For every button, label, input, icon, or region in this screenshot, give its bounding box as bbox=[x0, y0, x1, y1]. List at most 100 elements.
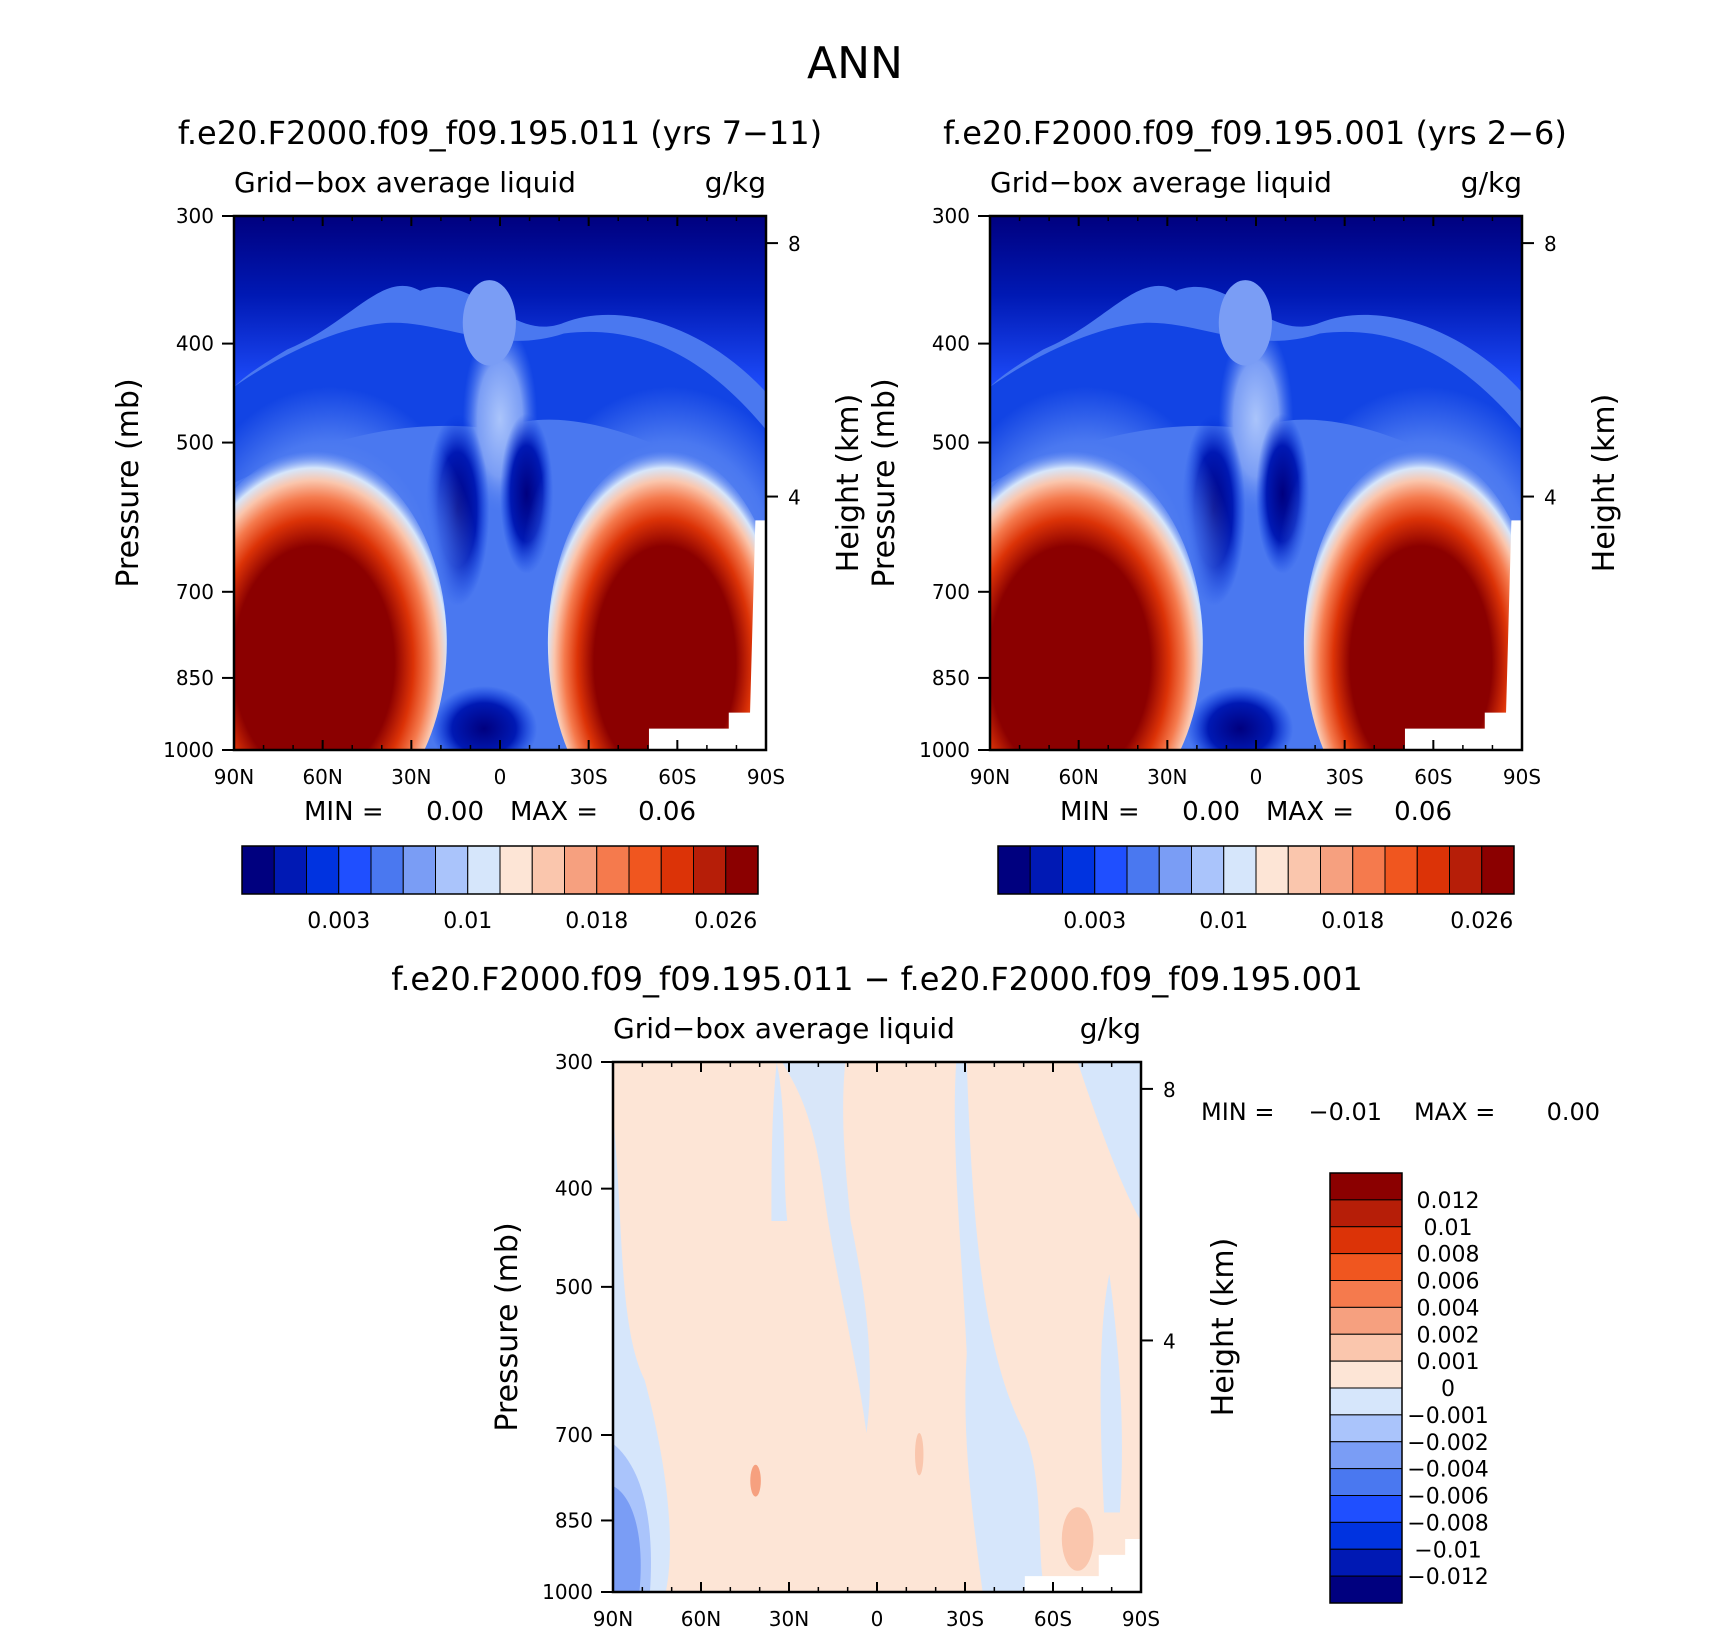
x-tick-label: 90S bbox=[1122, 1607, 1160, 1631]
colorbar-swatch bbox=[628, 845, 662, 895]
panel-1: f.e20.F2000.f09_f09.195.011 (yrs 7−11) Gr… bbox=[111, 114, 866, 934]
max-value: 0.06 bbox=[1394, 797, 1452, 827]
field-dark-bottom bbox=[430, 685, 538, 750]
colorbar-swatch bbox=[435, 845, 469, 895]
panel-field bbox=[611, 1060, 1143, 1594]
colorbar-swatch bbox=[1329, 1441, 1403, 1470]
y-tick-label: 500 bbox=[932, 431, 970, 455]
y-tick-label: 400 bbox=[176, 332, 214, 356]
colorbar-swatch bbox=[596, 845, 630, 895]
colorbar-swatch bbox=[1329, 1414, 1403, 1443]
colorbar-frame bbox=[997, 845, 1515, 895]
colorbar-label: −0.002 bbox=[1407, 1431, 1488, 1456]
max-value: 0.00 bbox=[1547, 1098, 1600, 1126]
min-value: 0.00 bbox=[426, 797, 484, 827]
y-axis-title: Pressure (mb) bbox=[490, 1222, 525, 1431]
colorbar-label: 0.008 bbox=[1417, 1243, 1480, 1268]
colorbar-swatch bbox=[1329, 1575, 1403, 1604]
y-tick-label: 300 bbox=[932, 204, 970, 228]
colorbar-swatch bbox=[1329, 1253, 1403, 1281]
colorbar-label: 0.01 bbox=[443, 909, 492, 934]
y-tick-label: 400 bbox=[555, 1177, 593, 1201]
colorbar-swatch bbox=[306, 845, 340, 895]
colorbar-label: −0.006 bbox=[1407, 1485, 1488, 1510]
field-neg-b bbox=[781, 1062, 870, 1433]
field-base bbox=[613, 1062, 1141, 1592]
x-tick-label: 30N bbox=[1147, 765, 1187, 789]
y-axis-title: Pressure (mb) bbox=[867, 378, 902, 587]
colorbar-frame bbox=[241, 845, 759, 895]
colorbar-swatch bbox=[370, 845, 404, 895]
colorbar-label: 0.01 bbox=[1424, 1216, 1473, 1241]
panel-units: g/kg bbox=[705, 166, 766, 199]
x-tick-label: 60S bbox=[1034, 1607, 1072, 1631]
colorbar-label: −0.01 bbox=[1414, 1538, 1481, 1563]
max-label: MAX = bbox=[510, 797, 598, 827]
field-lobe-right bbox=[1303, 451, 1522, 750]
y-right-tick-label: 8 bbox=[1544, 232, 1557, 256]
colorbar-swatch bbox=[1384, 845, 1418, 895]
panel-variable: Grid−box average liquid bbox=[234, 166, 576, 199]
colorbar-swatch bbox=[1029, 845, 1063, 895]
colorbar-swatch bbox=[1158, 845, 1192, 895]
y-tick-label: 700 bbox=[555, 1423, 593, 1447]
colorbar-swatch bbox=[1329, 1226, 1403, 1255]
field-pos-a bbox=[1061, 1507, 1094, 1571]
colorbar-swatch bbox=[1329, 1468, 1403, 1496]
colorbar-swatch bbox=[1329, 1495, 1403, 1523]
field-pale-top bbox=[462, 280, 516, 366]
x-tick-label: 0 bbox=[871, 1607, 884, 1631]
panel-field-inner bbox=[990, 216, 1522, 750]
colorbar-label: −0.001 bbox=[1407, 1404, 1488, 1429]
max-value: 0.06 bbox=[638, 797, 696, 827]
field-missing bbox=[1024, 1539, 1141, 1592]
colorbar-frame bbox=[1329, 1172, 1403, 1604]
colorbar-label: 0.01 bbox=[1199, 909, 1248, 934]
y-right-axis-title: Height (km) bbox=[1587, 394, 1622, 573]
colorbar-label: 0.018 bbox=[565, 909, 628, 934]
x-tick-label: 90S bbox=[1503, 765, 1541, 789]
colorbar-swatch bbox=[467, 845, 501, 895]
y-right-tick-label: 4 bbox=[1163, 1329, 1176, 1353]
min-value: −0.01 bbox=[1308, 1098, 1382, 1126]
panel-title: f.e20.F2000.f09_f09.195.001 (yrs 2−6) bbox=[943, 114, 1567, 152]
x-tick-label: 30S bbox=[570, 765, 608, 789]
x-tick-label: 60N bbox=[302, 765, 342, 789]
y-right-tick-label: 8 bbox=[788, 232, 801, 256]
x-tick-label: 30N bbox=[769, 1607, 809, 1631]
y-tick-label: 850 bbox=[176, 666, 214, 690]
x-tick-label: 90N bbox=[214, 765, 254, 789]
colorbar-swatch bbox=[1191, 845, 1225, 895]
colorbar-swatch bbox=[1329, 1521, 1403, 1550]
colorbar-label: −0.008 bbox=[1407, 1511, 1488, 1536]
colorbar-swatch bbox=[273, 845, 307, 895]
panel-variable: Grid−box average liquid bbox=[613, 1012, 955, 1045]
field-neg-left-3 bbox=[613, 1486, 641, 1592]
y-tick-label: 850 bbox=[555, 1508, 593, 1532]
colorbar-swatch bbox=[1287, 845, 1321, 895]
colorbar-swatch bbox=[241, 845, 275, 895]
colorbar-swatch bbox=[1329, 1387, 1403, 1416]
colorbar-label: 0.003 bbox=[1063, 909, 1126, 934]
colorbar-swatch bbox=[1320, 845, 1354, 895]
x-tick-label: 30S bbox=[946, 1607, 984, 1631]
colorbar-swatch bbox=[1329, 1172, 1403, 1201]
y-tick-label: 1000 bbox=[919, 738, 970, 762]
field-lobe-left bbox=[234, 451, 447, 750]
max-label: MAX = bbox=[1266, 797, 1354, 827]
field-neg-a bbox=[771, 1062, 788, 1221]
colorbar-swatch bbox=[531, 845, 565, 895]
min-value: 0.00 bbox=[1182, 797, 1240, 827]
y-right-tick-label: 8 bbox=[1163, 1078, 1176, 1102]
field-neg-e bbox=[1100, 1274, 1122, 1513]
colorbar-label: 0.026 bbox=[694, 909, 757, 934]
colorbar-swatch bbox=[1255, 845, 1289, 895]
colorbar-swatch bbox=[1126, 845, 1160, 895]
y-right-axis-title: Height (km) bbox=[831, 394, 866, 573]
colorbar-swatch bbox=[660, 845, 694, 895]
colorbar-swatch bbox=[1329, 1306, 1403, 1335]
colorbar-swatch bbox=[564, 845, 598, 895]
colorbar-swatch bbox=[499, 845, 533, 895]
min-label: MIN = bbox=[304, 797, 384, 827]
y-tick-label: 500 bbox=[555, 1275, 593, 1299]
